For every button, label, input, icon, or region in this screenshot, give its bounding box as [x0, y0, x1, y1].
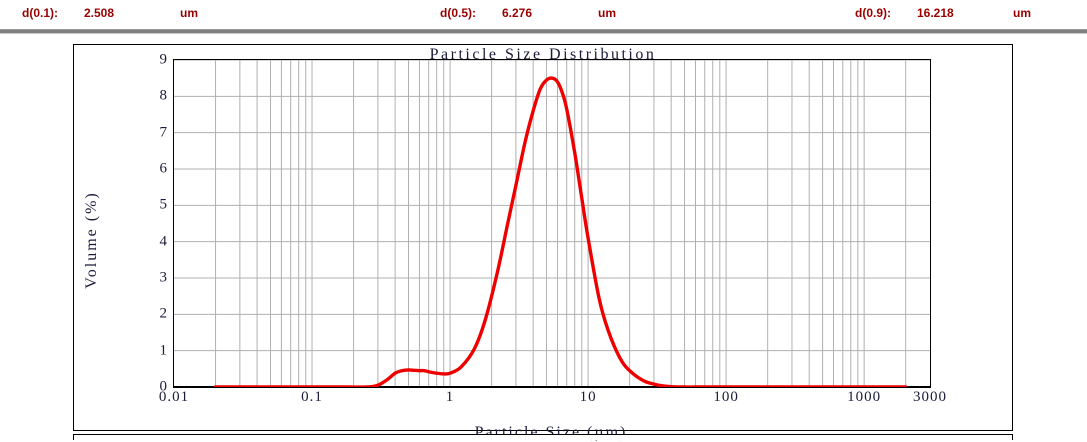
stat-unit-d05: um [598, 6, 616, 20]
x-tick-label: 0.01 [158, 389, 190, 405]
chart-title: Particle Size Distribution [429, 46, 657, 63]
grid-lines [174, 60, 930, 387]
header-divider [0, 29, 1087, 34]
y-tick-label: 1 [159, 342, 168, 359]
percentile-stats-bar: d(0.1): 2.508 um d(0.5): 6.276 um d(0.9): 16.… [0, 0, 1087, 29]
distribution-curve [213, 76, 908, 387]
y-tick-label: 7 [159, 124, 168, 141]
stat-value-d09: 16.218 [917, 6, 954, 20]
chart-panel: Particle Size Distribution 0 1 2 3 4 5 6 7 8 9 0.… [73, 44, 1013, 441]
y-tick-label: 2 [159, 305, 168, 322]
stat-label-d09: d(0.9): [855, 6, 891, 20]
y-tick-label: 3 [159, 269, 168, 286]
x-tick-label: 10 [579, 389, 597, 405]
x-tick-label: 1000 [847, 389, 882, 405]
y-tick-label: 0 [159, 378, 168, 395]
stat-value-d05: 6.276 [502, 6, 533, 20]
y-tick-label: 5 [159, 196, 168, 213]
x-tick-label: 3000 [913, 389, 947, 405]
stat-group-d05: d(0.5): 6.276 um [440, 6, 638, 24]
y-tick-label: 9 [159, 51, 168, 68]
x-tick-label: 1 [445, 389, 455, 405]
stat-label-d01: d(0.1): [22, 6, 58, 20]
y-tick-label: 6 [159, 160, 168, 177]
stat-value-d01: 2.508 [84, 6, 115, 20]
stat-unit-d01: um [180, 6, 198, 20]
bottom-panel-frame [73, 434, 1013, 440]
stat-unit-d09: um [1013, 6, 1031, 20]
y-tick-label: 4 [159, 233, 168, 250]
stat-group-d09: d(0.9): 16.218 um [855, 6, 1053, 24]
x-tick-label: 100 [713, 389, 739, 405]
y-axis-title-wrap: Volume (%) [82, 165, 102, 315]
x-tick-label: 0.1 [301, 389, 323, 405]
stat-group-d01: d(0.1): 2.508 um [22, 6, 220, 24]
stat-label-d05: d(0.5): [440, 6, 476, 20]
y-tick-label: 8 [159, 87, 168, 104]
plot-area: 0 1 2 3 4 5 6 7 8 9 0.01 0.1 1 10 100 1000 3000 [159, 52, 946, 405]
y-axis-title: Volume (%) [83, 191, 100, 289]
